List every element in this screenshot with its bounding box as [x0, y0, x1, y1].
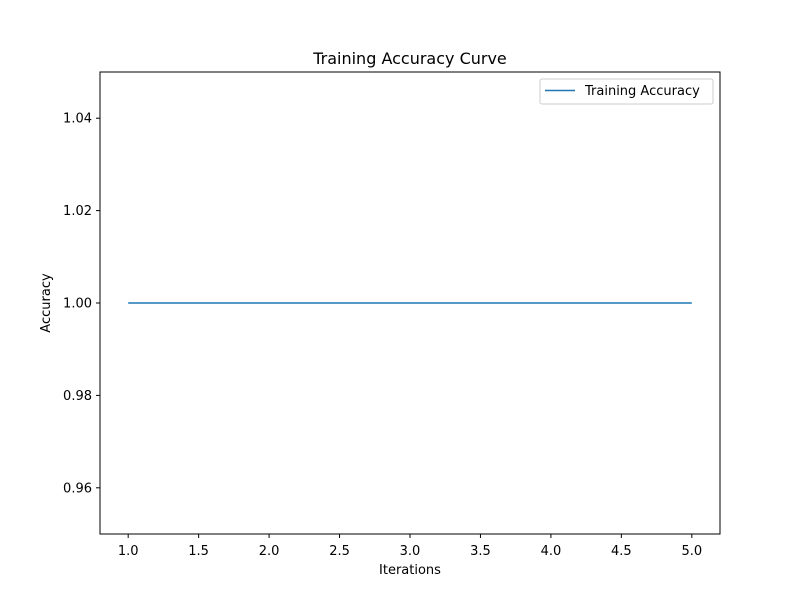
- x-axis-label: Iterations: [379, 563, 441, 578]
- x-tick-label: 4.5: [611, 544, 632, 559]
- x-tick-label: 2.5: [329, 544, 350, 559]
- x-tick-label: 1.5: [188, 544, 209, 559]
- y-tick-label: 0.98: [63, 389, 92, 404]
- x-axis-ticks: 1.0 1.5 2.0 2.5 3.0 3.5 4.0 4.5 5.0: [118, 534, 702, 559]
- y-tick-label: 1.02: [63, 204, 92, 219]
- legend-label-training-accuracy: Training Accuracy: [584, 84, 700, 99]
- y-tick-label: 1.00: [63, 297, 92, 312]
- legend-box: [539, 78, 714, 105]
- x-tick-label: 4.0: [541, 544, 562, 559]
- y-tick-label: 0.96: [63, 481, 92, 496]
- chart-title: Training Accuracy Curve: [312, 49, 507, 68]
- x-tick-label: 3.5: [470, 544, 491, 559]
- y-tick-label: 1.04: [63, 112, 92, 127]
- y-axis-ticks: 0.96 0.98 1.00 1.02 1.04: [63, 112, 100, 496]
- x-tick-label: 3.0: [400, 544, 421, 559]
- x-tick-label: 1.0: [118, 544, 139, 559]
- x-tick-label: 5.0: [681, 544, 702, 559]
- legend: Training Accuracy: [539, 78, 714, 105]
- y-axis-label: Accuracy: [39, 273, 54, 333]
- x-tick-label: 2.0: [259, 544, 280, 559]
